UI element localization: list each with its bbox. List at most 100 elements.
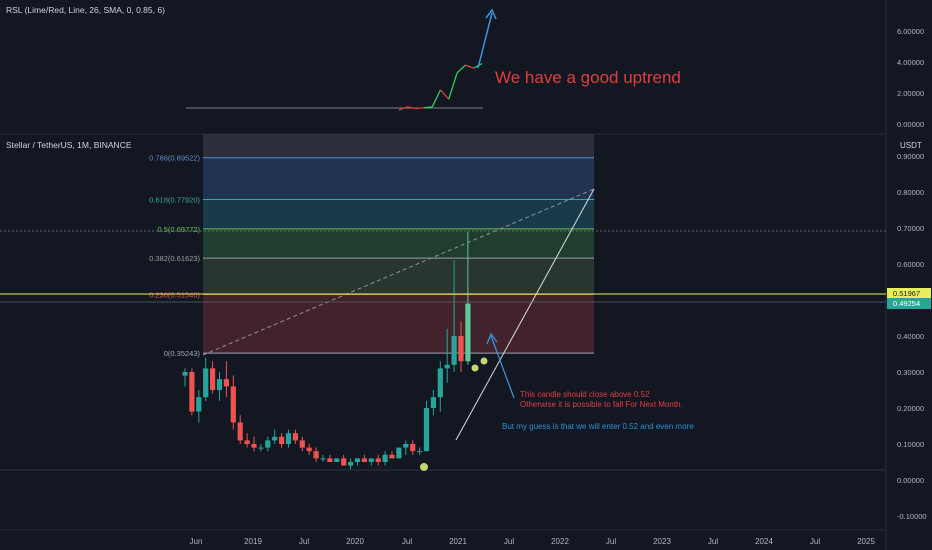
candle-body [182,372,188,376]
fib-band [203,199,594,229]
rsl-segment [415,107,424,110]
price-tick-label: -0.10000 [897,512,927,521]
candle-body [458,336,464,362]
low-marker [420,463,428,471]
candle-body [382,454,388,462]
indicator-tick-label: 2.00000 [897,89,924,98]
fib-band [203,228,594,259]
candle-body [223,379,229,387]
price-tick-label: 0.10000 [897,440,924,449]
fib-band [203,157,594,200]
price-tick-label: 0.90000 [897,152,924,161]
indicator-pane[interactable]: RSL (Lime/Red, Line, 26, SMA, 0, 0.85, 6… [6,5,924,129]
rsl-segment [398,106,408,111]
time-tick-label: 2019 [244,537,262,546]
time-tick-label: Jul [299,537,309,546]
marker-1 [471,364,479,372]
annotation-arrow-line [490,335,515,399]
candle-body [437,368,443,398]
uptrend-annotation: We have a good uptrend [495,68,681,87]
indicator-tick-label: 6.00000 [897,27,924,36]
uptrend-arrow-line [477,12,493,69]
candle-body [203,368,209,398]
svg-text:0.49254: 0.49254 [893,299,920,308]
candle-body [306,447,312,452]
candle-body [299,440,305,448]
price-tick-label: 0.80000 [897,188,924,197]
symbol-title: Stellar / TetherUS, 1M, BINANCE [6,140,132,150]
fibonacci-retracement[interactable]: 0.786(0.89522) 0.618(0.77920) 0.5(0.69772)… [149,134,594,358]
time-tick-label: 2022 [551,537,569,546]
fib-level-label: 0(0.35243) [164,349,201,358]
rsl-line [398,62,483,111]
candle-body [410,444,416,452]
rsl-segment [440,89,450,100]
candles [182,231,471,470]
candle-body [265,440,271,448]
price-tick-label: 0.60000 [897,260,924,269]
rsl-segment [423,106,433,109]
time-axis[interactable]: Jun 2019 Jul 2020 Jul 2021 Jul 2022 Jul 2023 Jul 20… [190,537,876,546]
candle-body [285,433,292,444]
price-tick-label: 0.00000 [897,476,924,485]
price-tick-label: 0.70000 [897,224,924,233]
candle-body [348,462,354,466]
candle-body [354,458,361,462]
candle-body [251,444,257,448]
candle-body [327,458,333,462]
fib-level-label: 0.236(0.51540) [149,290,200,299]
main-pane[interactable]: Stellar / TetherUS, 1M, BINANCE USDT 0.7… [0,134,931,521]
rsl-segment [431,89,442,108]
price-tick-label: 0.20000 [897,404,924,413]
fib-band-top [203,134,594,158]
candle-body [423,408,430,452]
fib-level-label: 0.382(0.61623) [149,254,200,263]
indicator-tick-label: 0.00000 [897,120,924,129]
annotation-fall-warning: Otherwise it is possible to fall For Nex… [520,400,683,409]
fib-level-label: 0.5(0.69772) [157,225,200,234]
candle-body [403,444,409,448]
time-tick-label: 2024 [755,537,773,546]
annotation-close-above: This candle should close above 0.52 [520,390,650,399]
rsl-segment [456,64,466,74]
marker-2 [480,357,488,365]
candle-body [189,372,195,412]
fib-trendline[interactable] [202,188,595,356]
time-tick-label: Jul [606,537,616,546]
price-label-yellow: 0.51967 [887,288,931,299]
indicator-tick-label: 4.00000 [897,58,924,67]
candle-body [258,447,264,449]
time-tick-label: Jul [402,537,412,546]
candle-body [389,454,395,459]
candle-body [417,451,423,453]
rsl-segment [407,106,416,110]
candle-body [216,379,223,390]
time-tick-label: 2020 [346,537,364,546]
candle-body [292,433,298,441]
candle-body [334,458,340,462]
time-tick-label: Jul [504,537,514,546]
candle-body [341,458,347,466]
candle-body [368,458,374,462]
uptrend-line[interactable] [455,188,595,441]
uptrend-arrow-icon [485,8,497,20]
annotation-arrow-icon [486,332,498,345]
time-tick-label: 2025 [857,537,875,546]
candle-body [320,458,326,460]
fib-level-label: 0.786(0.89522) [149,154,200,163]
candle-body [196,397,202,412]
candle-body [313,451,319,459]
candle-body [279,436,285,444]
candle-body [444,364,450,369]
time-tick-label: Jun [190,537,203,546]
price-tick-label: 0.40000 [897,332,924,341]
indicator-title: RSL (Lime/Red, Line, 26, SMA, 0, 0.85, 6… [6,5,165,15]
fib-band [203,294,594,354]
svg-text:0.51967: 0.51967 [893,289,920,298]
candle-body [237,422,243,441]
time-tick-label: Jul [708,537,718,546]
time-tick-label: 2023 [653,537,671,546]
candle-body [375,458,381,462]
candle-body [272,436,278,441]
